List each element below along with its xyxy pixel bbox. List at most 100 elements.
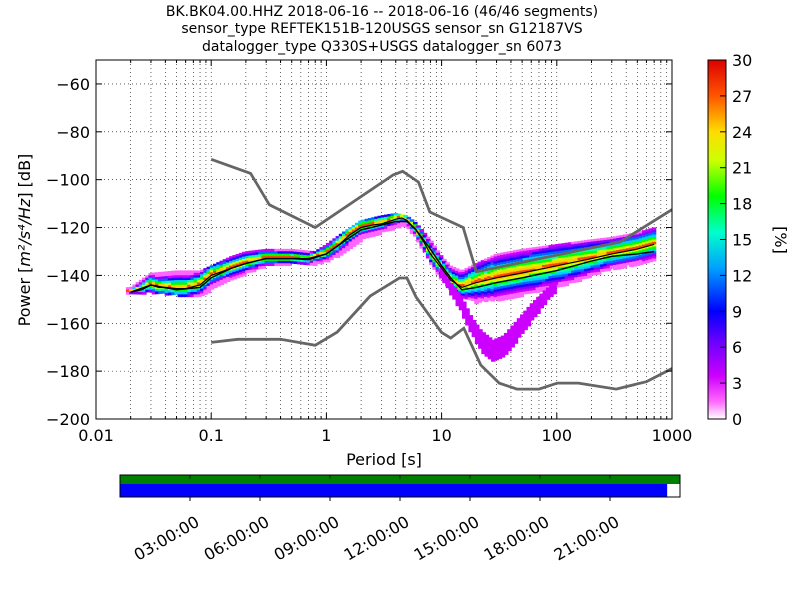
density-cell [219, 282, 225, 286]
density-cell [248, 257, 254, 261]
density-cell [490, 262, 496, 266]
density-cell [480, 264, 486, 268]
density-cell [209, 279, 215, 283]
density-cell [219, 265, 225, 269]
density-cell [151, 289, 157, 293]
density-cell [354, 239, 360, 243]
density-cell [519, 277, 525, 281]
density-cell [467, 271, 473, 274]
density-cell [174, 279, 179, 283]
density-cell [490, 298, 496, 302]
density-cell [151, 286, 157, 290]
density-cell [477, 273, 483, 277]
density-cell [238, 274, 244, 278]
density-cell [158, 291, 163, 294]
density-cell [409, 221, 415, 225]
density-cell [632, 246, 637, 250]
density-cell [125, 287, 131, 290]
density-cell [461, 279, 466, 282]
density-cell [171, 277, 176, 281]
density-cell [506, 277, 512, 281]
density-cell [651, 227, 657, 231]
data-coverage-strip [120, 475, 680, 484]
density-cell [580, 269, 586, 272]
density-cell [629, 264, 634, 268]
density-cell [642, 242, 647, 245]
processed-coverage-strip [120, 484, 668, 497]
density-cell [164, 276, 170, 279]
density-cell [338, 236, 344, 239]
density-cell [512, 257, 518, 261]
density-cell [448, 267, 454, 271]
density-cell [454, 275, 460, 279]
density-cell [135, 286, 141, 290]
density-cell [493, 270, 499, 274]
y-tick-label: −180 [46, 362, 90, 381]
density-cell [348, 236, 354, 240]
density-cell [625, 245, 631, 249]
density-cell [174, 277, 179, 281]
density-cell [335, 252, 341, 256]
density-cell [590, 241, 595, 245]
density-cell [167, 275, 173, 279]
density-cell [209, 284, 215, 288]
density-outlier-cell [458, 307, 464, 311]
density-outlier-cell [513, 333, 519, 337]
density-cell [419, 238, 425, 242]
density-cell [561, 257, 566, 261]
density-cell [638, 235, 644, 239]
density-outlier-cell [487, 354, 493, 357]
density-cell [132, 291, 137, 295]
density-cell [403, 222, 408, 226]
density-cell [377, 230, 383, 233]
density-cell [400, 214, 405, 218]
density-cell [616, 242, 621, 246]
density-cell [396, 216, 402, 219]
density-cell [542, 279, 547, 283]
density-cell [380, 215, 386, 218]
density-cell [232, 255, 237, 258]
density-cell [493, 287, 499, 291]
density-cell [548, 266, 554, 270]
density-cell [496, 291, 502, 295]
density-cell [551, 266, 557, 269]
density-cell [616, 259, 621, 263]
density-cell [603, 266, 608, 270]
density-cell [290, 260, 296, 264]
density-cell [648, 235, 654, 239]
title-line-3: datalogger_type Q330S+USGS datalogger_sn… [202, 39, 562, 55]
density-cell [548, 280, 554, 284]
density-cell [564, 271, 570, 275]
density-outlier-cell [465, 322, 470, 326]
density-cell [493, 292, 499, 296]
density-cell [535, 280, 541, 284]
density-cell [593, 260, 599, 264]
density-cell [596, 247, 602, 251]
density-cell [406, 216, 412, 220]
density-cell [471, 288, 476, 292]
axis-ticks: 0.01 0.1 1 10 100 1000−200−180−160−140−120−10… [46, 60, 692, 445]
density-cell [351, 232, 357, 235]
density-outlier-cell [461, 315, 467, 319]
density-cell [183, 277, 189, 281]
density-cell [525, 267, 531, 270]
density-cell [206, 288, 212, 292]
density-cell [519, 280, 525, 283]
density-cell [151, 272, 157, 276]
density-cell [551, 270, 557, 274]
density-cell [351, 244, 357, 247]
density-cell [625, 255, 631, 259]
density-cell [416, 234, 421, 238]
density-cell [542, 262, 547, 266]
density-cell [445, 262, 450, 265]
density-outlier-cell [445, 282, 451, 286]
density-cell [412, 233, 418, 237]
density-cell [529, 278, 534, 282]
density-cell [190, 279, 196, 283]
density-cell [577, 257, 583, 261]
density-cell [306, 262, 312, 266]
density-outlier-cell [449, 290, 454, 294]
density-outlier-cell [513, 321, 519, 325]
density-cell [180, 279, 186, 283]
density-cell [612, 253, 618, 256]
